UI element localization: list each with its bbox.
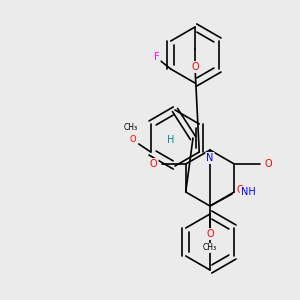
Text: O: O <box>191 62 199 72</box>
Text: O: O <box>206 229 214 239</box>
Text: O: O <box>129 136 136 145</box>
Text: N: N <box>206 153 214 163</box>
Text: H: H <box>167 135 175 145</box>
Text: O: O <box>150 159 158 169</box>
Text: F: F <box>154 52 160 62</box>
Text: O: O <box>236 185 244 195</box>
Text: CH₃: CH₃ <box>124 124 138 133</box>
Text: NH: NH <box>241 187 256 197</box>
Text: O: O <box>264 159 272 169</box>
Text: CH₃: CH₃ <box>203 244 217 253</box>
